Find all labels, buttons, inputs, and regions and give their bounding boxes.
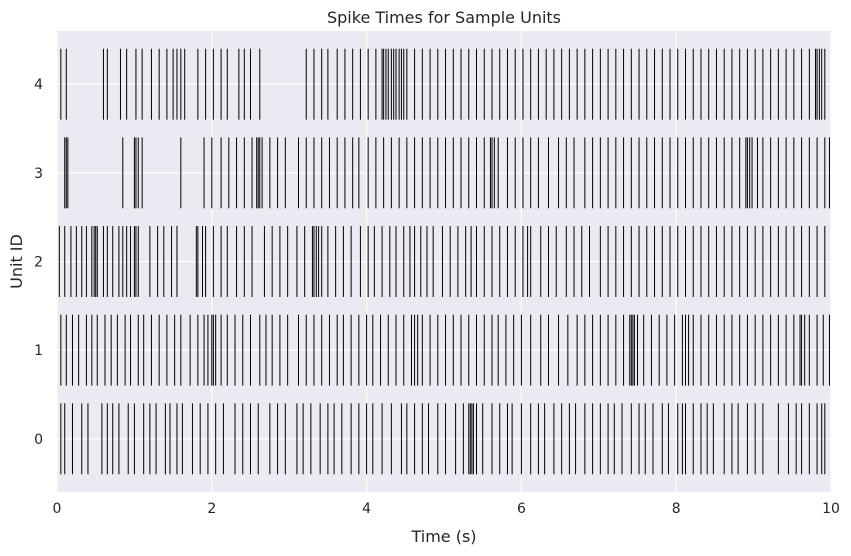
y-tick-label: 2 <box>34 255 43 271</box>
grid-lines <box>56 31 832 492</box>
spike-marks <box>58 48 830 475</box>
y-tick-labels: 0 1 2 3 4 <box>34 77 43 448</box>
y-tick-label: 0 <box>34 432 43 448</box>
unit-2-spike-train <box>58 226 826 297</box>
y-axis-label: Unit ID <box>7 234 26 289</box>
unit-0-spike-train <box>60 403 826 475</box>
y-tick-label: 1 <box>34 343 43 359</box>
unit-4-spike-train <box>60 48 826 120</box>
x-tick-label: 4 <box>362 501 371 517</box>
x-tick-label: 2 <box>207 501 216 517</box>
x-tick-label: 8 <box>672 501 681 517</box>
x-tick-labels: 0 2 4 6 8 10 <box>53 501 840 517</box>
x-axis-label: Time (s) <box>410 527 476 546</box>
y-tick-label: 4 <box>34 77 43 93</box>
unit-1-spike-train <box>60 314 830 386</box>
unit-3-spike-train <box>64 137 830 209</box>
chart-title: Spike Times for Sample Units <box>327 8 561 27</box>
y-tick-label: 3 <box>34 166 43 182</box>
x-tick-label: 10 <box>822 501 840 517</box>
x-tick-label: 0 <box>53 501 62 517</box>
x-tick-label: 6 <box>517 501 526 517</box>
